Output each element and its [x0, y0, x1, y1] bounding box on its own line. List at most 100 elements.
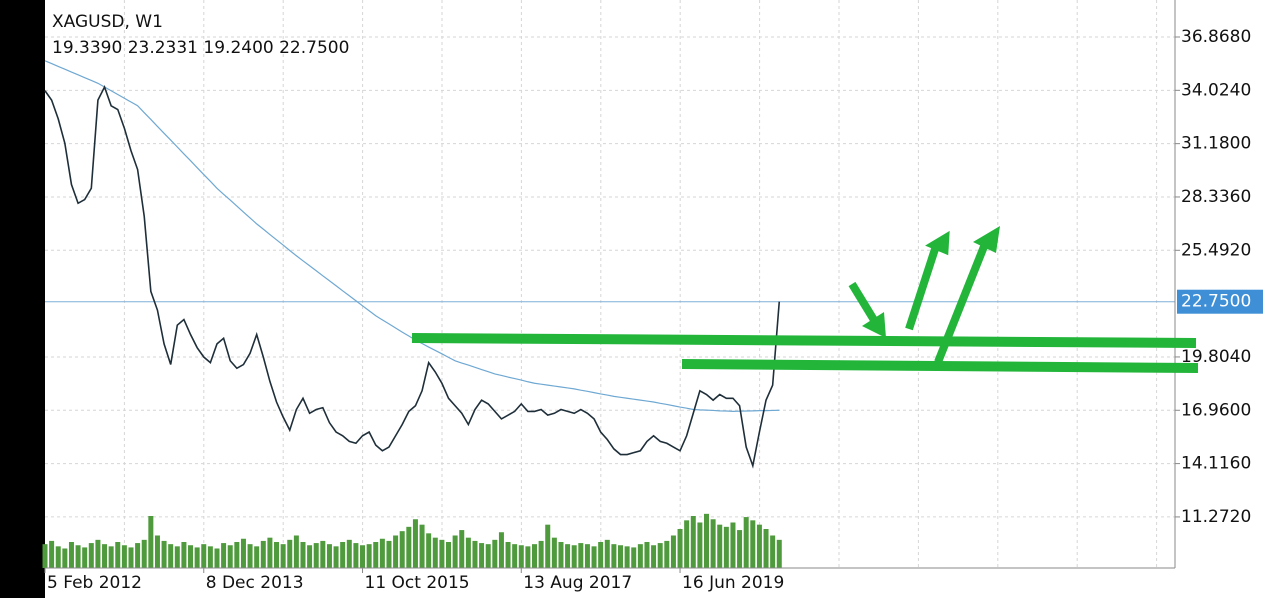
volume-bar	[154, 535, 160, 568]
volume-bar	[439, 539, 445, 568]
volume-bar	[677, 529, 683, 568]
volume-bar	[750, 520, 756, 568]
grid	[45, 0, 1175, 568]
volume-bar	[419, 524, 425, 568]
volume-bar	[465, 537, 471, 568]
volume-bar	[274, 542, 280, 568]
volume-bar	[353, 543, 359, 568]
volume-bar	[591, 546, 597, 568]
volume-bar	[472, 540, 478, 568]
volume-bar	[320, 540, 326, 568]
y-tick-label: 19.8040	[1181, 347, 1251, 367]
volume-bar	[710, 519, 716, 568]
volume-bar	[55, 546, 61, 568]
x-tick-label: 5 Feb 2012	[47, 573, 142, 593]
volume-bar	[75, 545, 81, 568]
volume-bar	[221, 543, 227, 568]
volume-bar	[234, 542, 240, 568]
volume-bar	[604, 539, 610, 568]
volume-bar	[280, 544, 286, 568]
symbol: XAGUSD, W1	[52, 12, 163, 32]
plot	[44, 60, 1175, 469]
volume-bar	[326, 544, 332, 568]
volume-bar	[194, 547, 200, 568]
volume	[42, 513, 782, 568]
side-bar	[0, 0, 45, 598]
last-price-label: 22.7500	[1181, 292, 1251, 312]
volume-bar	[267, 537, 273, 568]
volume-bar	[307, 545, 313, 568]
volume-bar	[637, 544, 643, 568]
volume-bar	[485, 544, 491, 568]
volume-bar	[730, 522, 736, 568]
drawings	[411, 226, 1199, 373]
arrow	[905, 244, 940, 331]
volume-bar	[670, 535, 676, 568]
volume-bar	[518, 545, 524, 568]
y-tick-label: 28.3360	[1181, 187, 1251, 207]
last-price-box	[1177, 289, 1263, 314]
volume-bar	[551, 537, 557, 568]
volume-bar	[293, 535, 299, 568]
volume-bar	[657, 543, 663, 568]
volume-bar	[717, 524, 723, 568]
volume-bar	[82, 547, 88, 568]
volume-bar	[121, 545, 127, 568]
volume-bar	[412, 519, 418, 568]
volume-bar	[379, 538, 385, 568]
volume-bar	[287, 539, 293, 568]
y-tick-label: 11.2720	[1181, 507, 1251, 527]
volume-bar	[188, 545, 194, 568]
volume-bar	[181, 542, 187, 568]
volume-bar	[545, 524, 551, 568]
moving-average	[44, 60, 780, 413]
volume-bar	[512, 544, 518, 568]
volume-bar	[684, 520, 690, 568]
volume-bar	[631, 547, 637, 568]
volume-bar	[201, 544, 207, 568]
volume-bar	[141, 539, 147, 568]
arrow-head	[862, 312, 886, 338]
volume-bar	[88, 543, 94, 568]
volume-bar	[168, 544, 174, 568]
volume-bar	[260, 540, 266, 568]
volume-bar	[558, 542, 564, 568]
y-tick-label: 34.0240	[1181, 80, 1251, 100]
volume-bar	[776, 539, 782, 568]
volume-bar	[446, 542, 452, 568]
volume-bar	[459, 530, 465, 568]
volume-bar	[571, 545, 577, 568]
volume-bar	[115, 542, 121, 568]
volume-bar	[386, 540, 392, 568]
volume-bar	[505, 542, 511, 568]
arrow	[848, 281, 878, 323]
volume-bar	[333, 546, 339, 568]
volume-bar	[42, 544, 48, 568]
volume-bar	[770, 535, 776, 568]
volume-bar	[452, 535, 458, 568]
y-tick-label: 14.1160	[1181, 454, 1251, 474]
arrow-head	[973, 226, 1000, 253]
volume-bar	[565, 544, 571, 568]
volume-bar	[128, 547, 134, 568]
volume-bar	[340, 542, 346, 568]
volume-bar	[651, 545, 657, 568]
trend-line	[681, 359, 1199, 373]
volume-bar	[174, 546, 180, 568]
x-tick-label: 11 Oct 2015	[365, 573, 470, 593]
volume-bar	[373, 542, 379, 568]
volume-bar	[611, 544, 617, 568]
volume-bar	[254, 546, 260, 568]
volume-bar	[763, 529, 769, 568]
x-tick-label: 13 Aug 2017	[523, 573, 632, 593]
volume-bar	[366, 544, 372, 568]
y-tick-label: 25.4920	[1181, 240, 1251, 260]
volume-bar	[49, 540, 55, 568]
volume-bar	[690, 516, 696, 568]
volume-bar	[406, 526, 412, 568]
volume-bar	[598, 542, 604, 568]
volume-bar	[498, 532, 504, 568]
volume-bar	[704, 513, 709, 568]
